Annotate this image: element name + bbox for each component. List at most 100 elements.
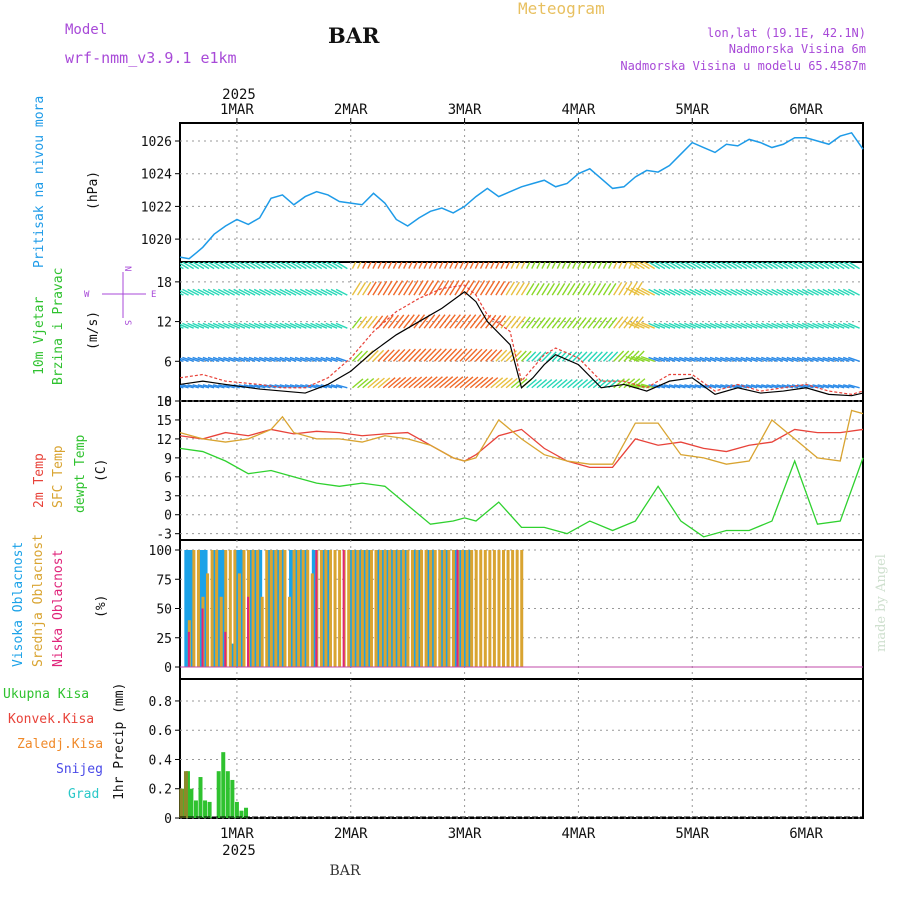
- wind-barb: [832, 322, 845, 329]
- wind-barb: [233, 322, 246, 329]
- wind-ylabel-2: Brzina i Pravac: [51, 268, 66, 385]
- wind-barb: [572, 378, 583, 389]
- bottom-day-label: 1MAR: [220, 826, 254, 842]
- precip-bar-0: [225, 771, 230, 818]
- wind-barb: [613, 316, 624, 329]
- pressure-panel: Pritisak na nivou mora (hPa) 10201022102…: [32, 96, 864, 268]
- wind-barb: [510, 281, 520, 296]
- wind-barb: [577, 283, 586, 296]
- wind-barb: [352, 378, 364, 389]
- wind-barb: [212, 288, 225, 296]
- pressure-unit: (hPa): [86, 171, 101, 210]
- precip-bar-0: [234, 801, 239, 818]
- wind-barb: [556, 262, 562, 269]
- wind-barb: [418, 280, 429, 296]
- cloud-high-bar: [375, 550, 381, 667]
- wind-barb: [720, 262, 732, 270]
- cloud-mid-bar: [288, 596, 292, 667]
- wind-barb: [561, 351, 573, 362]
- wind-barb: [755, 322, 768, 329]
- bottom-year-label: 2025: [222, 843, 256, 859]
- wind-barb: [187, 356, 200, 362]
- wind-barb: [567, 378, 578, 389]
- cloud-mid-bar: [206, 573, 210, 667]
- wind-barb: [648, 262, 661, 270]
- wind-barb: [771, 322, 784, 329]
- wind-barb: [719, 322, 732, 329]
- wind-barb: [709, 262, 722, 270]
- wind-barb: [843, 262, 855, 270]
- cloud-mid-bar: [351, 550, 355, 667]
- wind-barb: [730, 288, 743, 296]
- top-day-label: 1MAR: [220, 102, 254, 118]
- cloud-high-bar: [366, 550, 372, 667]
- wind-barb: [842, 322, 855, 329]
- wind-barb: [526, 351, 537, 362]
- wind-barb: [228, 288, 241, 296]
- wind-barb: [618, 350, 630, 362]
- wind-barb: [577, 317, 587, 329]
- wind-barb: [464, 376, 479, 389]
- wind-barb: [320, 262, 333, 270]
- wind-barb: [750, 262, 763, 270]
- wind-barb: [433, 314, 446, 329]
- cloud-mid-bar: [397, 550, 401, 667]
- wind-barb: [515, 350, 527, 362]
- wind-barb: [335, 322, 348, 329]
- cloud-low-bar: [315, 550, 318, 667]
- wind-barb: [699, 322, 712, 329]
- wind-barb: [398, 348, 411, 362]
- wind-barb: [791, 322, 804, 329]
- wind-barb: [653, 384, 666, 389]
- cloud-bars: [180, 550, 863, 668]
- wind-barb: [625, 321, 640, 329]
- wind-barb: [572, 262, 577, 269]
- wind-series: [179, 284, 864, 397]
- temperature-series: [179, 409, 864, 538]
- wind-barb: [771, 262, 784, 270]
- precip-ylabel: 1hr Precip (mm): [112, 683, 127, 800]
- wind-barb: [837, 262, 850, 270]
- wind-barb: [735, 356, 748, 362]
- cloud-mid-bar: [192, 550, 196, 667]
- cloud-mid-bar: [483, 550, 487, 667]
- bottom-day-label: 2MAR: [334, 826, 368, 842]
- cloud-high-bar: [357, 550, 363, 667]
- wind-barb: [439, 348, 452, 362]
- wind-barb: [694, 384, 707, 389]
- panel-frame-temp: [179, 400, 864, 541]
- wind-gust-line: [179, 284, 864, 395]
- wind-barb: [180, 292, 184, 296]
- bottom-day-label: 4MAR: [562, 826, 596, 842]
- top-day-label: 2MAR: [334, 102, 368, 118]
- wind-barb: [192, 288, 205, 296]
- cloud-mid-bar: [224, 550, 228, 667]
- wind-barb: [408, 262, 413, 269]
- wind-barb: [704, 288, 717, 296]
- wind-barb: [623, 316, 634, 329]
- wind-barb: [330, 262, 343, 270]
- wind-barb: [253, 384, 266, 389]
- wind-barb: [625, 383, 640, 389]
- wind-barb: [694, 322, 707, 329]
- wind-barb: [745, 356, 758, 362]
- wind-barb: [720, 288, 732, 296]
- wind-barb: [618, 282, 628, 296]
- wind-barb: [248, 288, 261, 296]
- wind-barb: [243, 322, 256, 329]
- wind-barb: [515, 316, 526, 329]
- wind-barb: [397, 280, 409, 296]
- wind-barb: [217, 322, 230, 329]
- wind-barb: [495, 377, 509, 389]
- precip-bar-0: [203, 800, 208, 818]
- precip-legend-item: Snijeg: [56, 762, 103, 777]
- wind-barb: [807, 356, 819, 362]
- wind-barb: [305, 322, 317, 329]
- wind-barb: [490, 262, 495, 269]
- wind-barb: [294, 322, 307, 329]
- wind-barb: [505, 315, 517, 329]
- wind-barb: [500, 281, 511, 296]
- wind-barb: [668, 288, 681, 296]
- wind-barb: [392, 376, 407, 389]
- wind-barb: [572, 351, 583, 362]
